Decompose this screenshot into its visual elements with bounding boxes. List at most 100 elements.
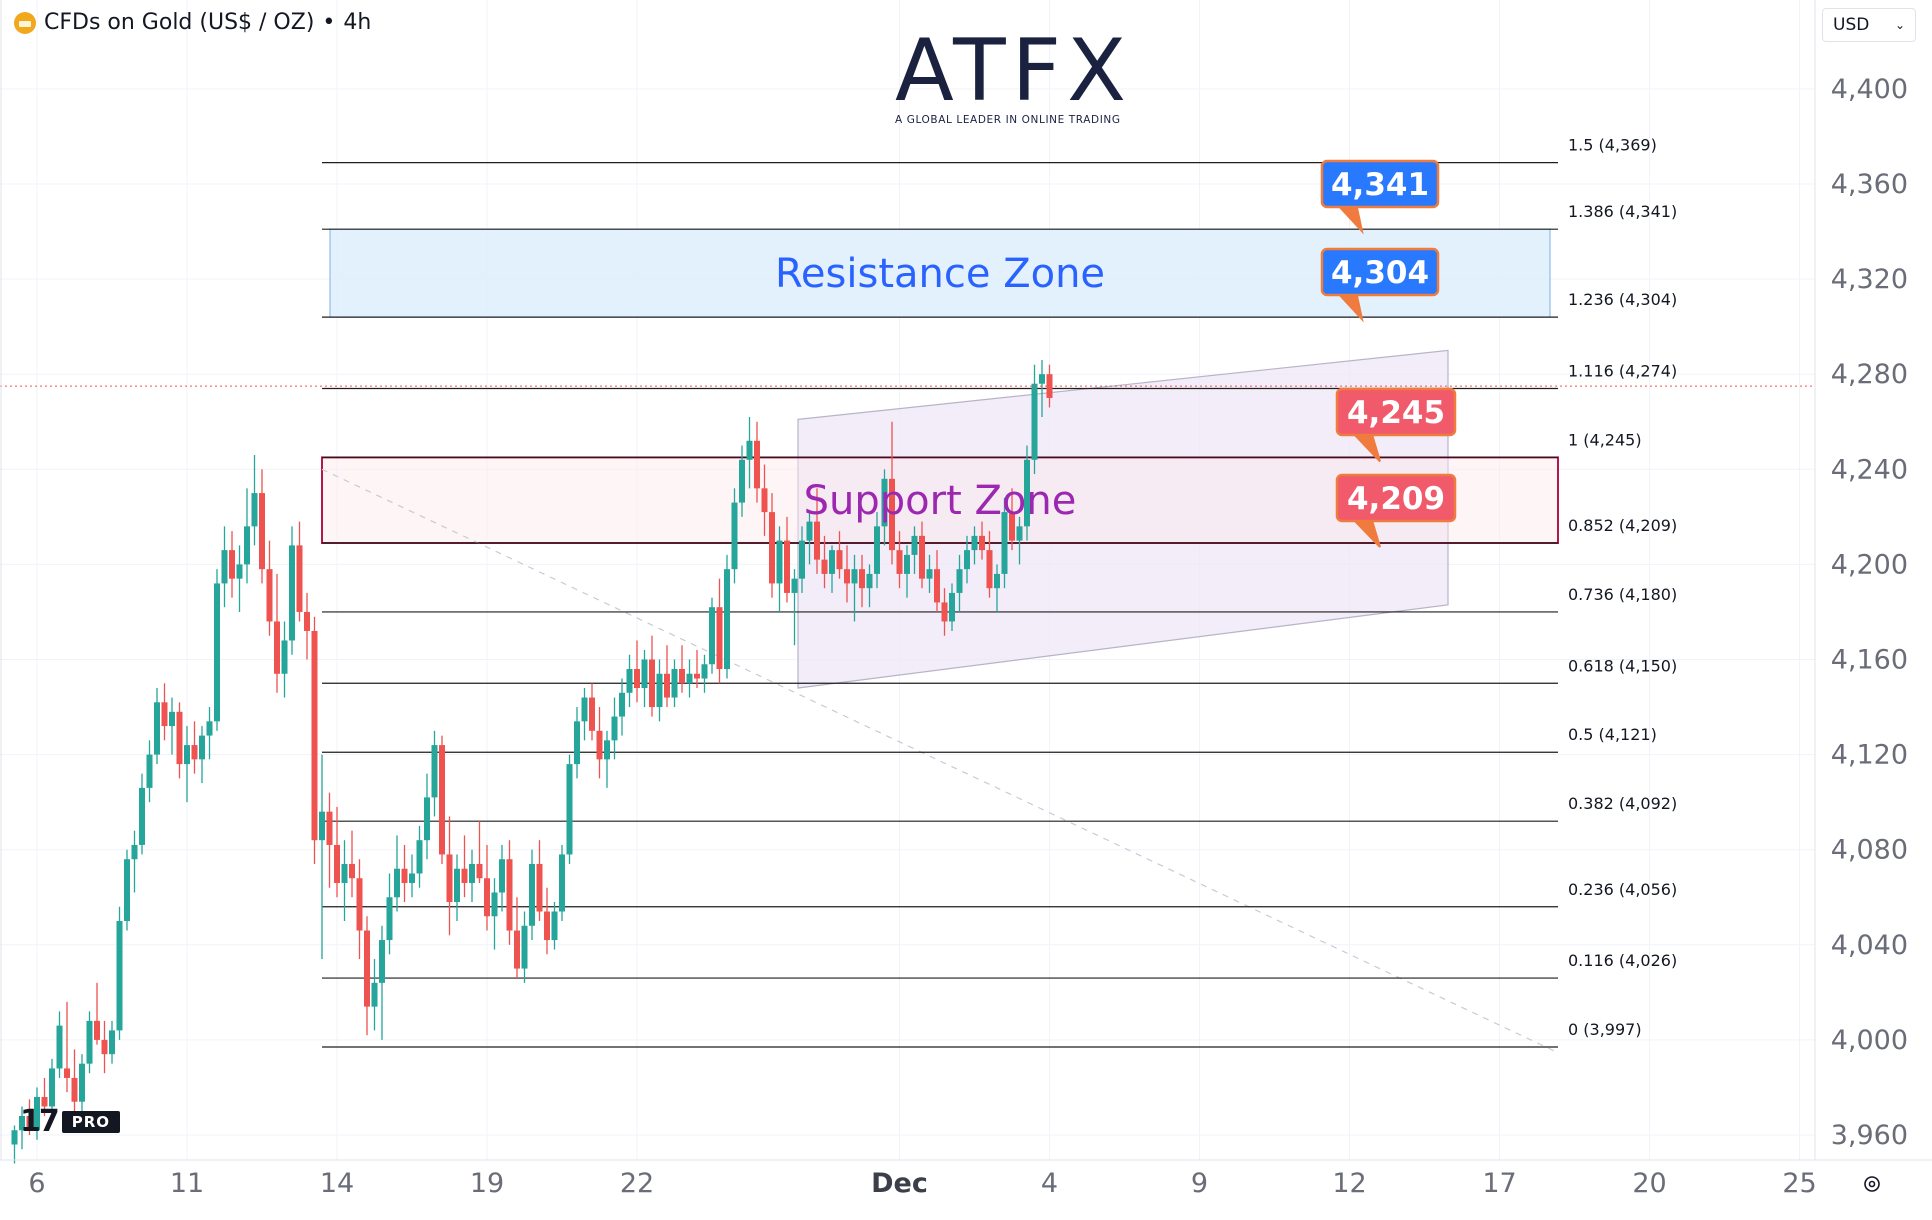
candle-body	[416, 840, 423, 874]
candle-body	[904, 554, 910, 574]
candle-body	[671, 669, 678, 698]
fib-level-label: 1 (4,245)	[1568, 430, 1642, 449]
candle-body	[731, 502, 738, 570]
fib-level-label: 0.382 (4,092)	[1568, 794, 1677, 813]
candle-body	[394, 868, 400, 898]
candle-body	[334, 844, 340, 883]
candle-body	[611, 716, 618, 741]
price-callout-text: 4,341	[1331, 167, 1429, 203]
fib-level-label: 1.236 (4,304)	[1568, 290, 1677, 309]
x-tick-label: 22	[620, 1168, 654, 1199]
candle-body	[694, 673, 700, 679]
candle-body	[581, 697, 588, 722]
candle-body	[251, 493, 258, 527]
candle-body	[79, 1063, 85, 1102]
candle-body	[491, 892, 498, 917]
candle-body	[109, 1030, 115, 1055]
candle-body	[34, 1096, 40, 1131]
resistance-zone-label: Resistance Zone	[775, 251, 1105, 297]
symbol-name: CFDs on Gold (US$ / OZ)	[44, 10, 315, 35]
candle-body	[514, 930, 520, 969]
candle-body	[791, 578, 798, 593]
candle-body	[94, 1020, 100, 1040]
candle-body	[64, 1068, 70, 1078]
candle-body	[281, 640, 288, 674]
logo-tagline: A GLOBAL LEADER IN ONLINE TRADING	[895, 114, 1121, 126]
candle-body	[574, 721, 580, 765]
candle-body	[296, 545, 303, 612]
candle-body	[1009, 512, 1015, 541]
candle-body	[971, 535, 978, 551]
candle-body	[424, 797, 430, 841]
candle-body	[244, 526, 250, 565]
fib-level-label: 0 (3,997)	[1568, 1020, 1642, 1039]
gold-coin-icon	[14, 11, 36, 34]
candle-body	[701, 664, 708, 679]
candle-body	[754, 440, 760, 489]
candle-body	[1024, 459, 1030, 527]
candle-body	[649, 659, 655, 708]
y-tick-label: 4,120	[1831, 740, 1908, 771]
fib-level-label: 0.116 (4,026)	[1568, 951, 1677, 970]
symbol-title[interactable]: CFDs on Gold (US$ / OZ) • 4h	[14, 10, 371, 35]
candle-body	[506, 859, 513, 931]
candle-body	[131, 844, 138, 860]
candle-body	[994, 573, 1000, 589]
candle-body	[544, 911, 550, 941]
candle-body	[274, 621, 280, 674]
candle-body	[154, 702, 160, 755]
candle-body	[484, 878, 490, 917]
candle-body	[476, 863, 483, 879]
candle-body	[1016, 526, 1023, 541]
fib-level-label: 0.236 (4,056)	[1568, 880, 1677, 899]
candle-body	[499, 859, 505, 893]
candle-body	[709, 607, 715, 665]
candle-body	[1046, 374, 1053, 398]
candle-body	[266, 569, 273, 622]
candle-body	[949, 592, 955, 622]
price-callout-text: 4,209	[1347, 481, 1445, 517]
candle-body	[206, 721, 213, 736]
candle-body	[86, 1020, 93, 1064]
candle-body	[559, 854, 565, 912]
candle-body	[146, 754, 153, 788]
candle-body	[446, 854, 453, 903]
x-tick-label: 20	[1632, 1168, 1666, 1199]
candle-body	[746, 440, 753, 460]
candle-body	[371, 982, 378, 1007]
candle-body	[829, 550, 835, 574]
candle-body	[866, 573, 873, 589]
candle-body	[776, 540, 783, 584]
y-tick-label: 4,000	[1831, 1025, 1908, 1056]
y-tick-label: 4,280	[1831, 359, 1908, 390]
candle-body	[409, 873, 415, 883]
support-zone-label: Support Zone	[804, 478, 1077, 524]
candle-body	[326, 811, 333, 845]
candle-body	[319, 811, 325, 841]
candle-body	[851, 569, 858, 584]
candle-body	[934, 569, 940, 603]
candle-body	[664, 673, 670, 698]
candle-body	[49, 1068, 55, 1107]
settings-gear-icon[interactable]	[1860, 1172, 1884, 1196]
candle-body	[311, 630, 318, 841]
candle-body	[739, 459, 745, 503]
tradingview-icon: 17	[20, 1104, 60, 1139]
candle-body	[799, 540, 805, 579]
candle-body	[124, 859, 130, 922]
fib-level-label: 0.618 (4,150)	[1568, 656, 1677, 675]
logo-wordmark: ATFX	[895, 21, 1133, 121]
y-tick-label: 4,200	[1831, 549, 1908, 580]
candle-body	[686, 673, 693, 684]
y-tick-label: 4,080	[1831, 835, 1908, 866]
currency-select[interactable]: USD ⌄	[1822, 8, 1916, 42]
candle-body	[259, 493, 265, 570]
ascending-channel	[797, 349, 1449, 689]
tradingview-pro-logo[interactable]: 17 PRO	[20, 1104, 121, 1139]
atfx-logo: ATFX A GLOBAL LEADER IN ONLINE TRADING	[895, 28, 1135, 126]
candle-body	[356, 878, 363, 931]
y-tick-label: 4,160	[1831, 645, 1908, 676]
candle-body	[169, 711, 175, 727]
candle-body	[289, 545, 295, 641]
